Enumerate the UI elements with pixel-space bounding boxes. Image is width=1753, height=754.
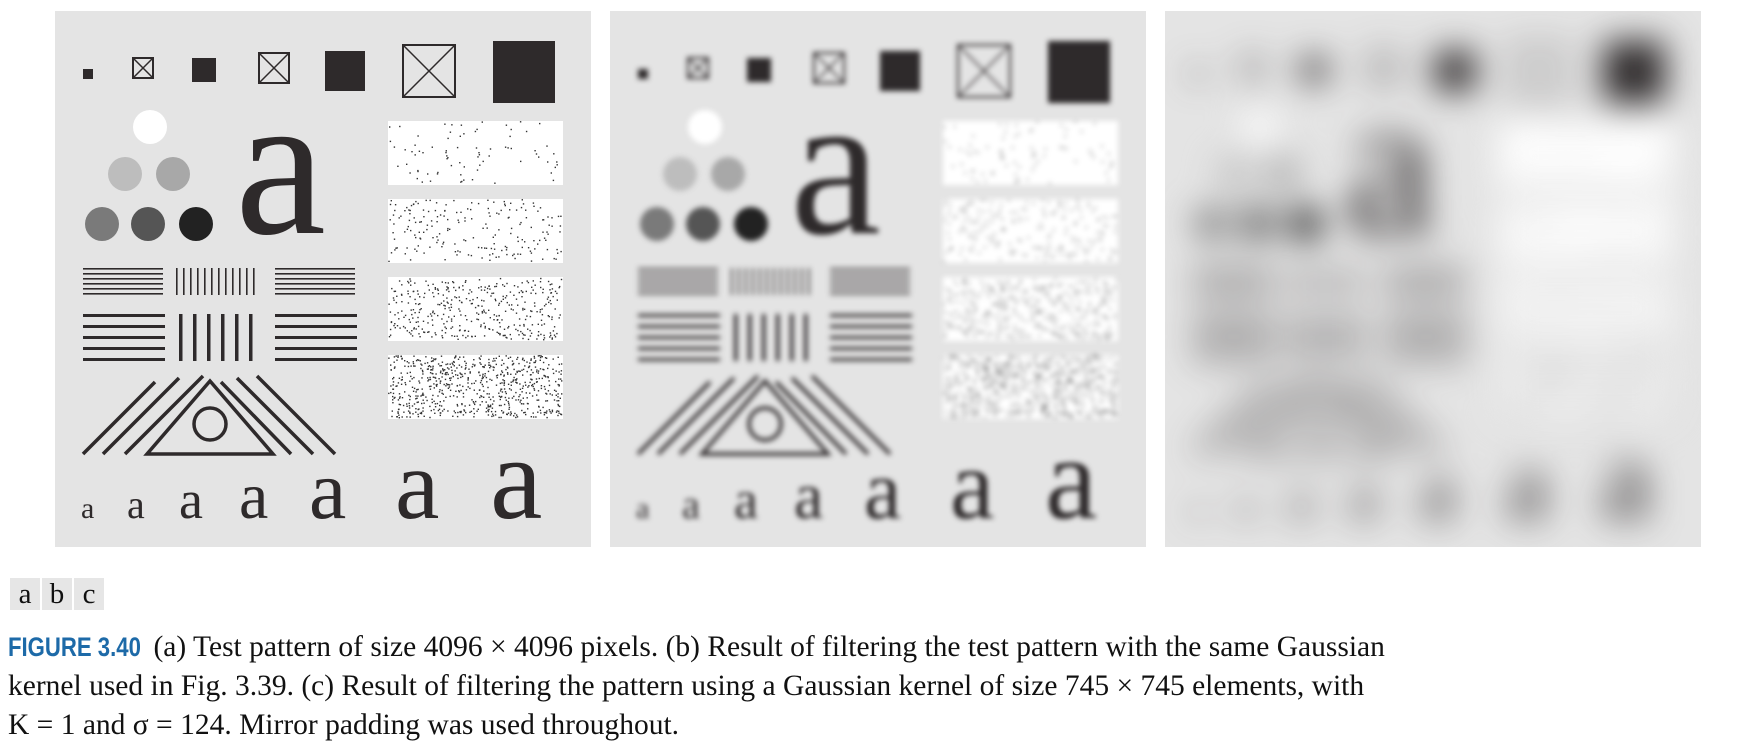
circle xyxy=(640,207,674,241)
solid-square xyxy=(1048,41,1110,103)
small-letter: a xyxy=(1419,444,1456,537)
small-letter: a xyxy=(179,470,203,530)
small-letter: a xyxy=(239,460,268,533)
circle xyxy=(688,110,722,144)
noise-rectangle xyxy=(1498,277,1673,341)
noise-rectangle xyxy=(1498,199,1673,263)
circle xyxy=(133,110,167,144)
circle xyxy=(1195,207,1229,241)
small-letter: a xyxy=(309,444,346,537)
small-letter: a xyxy=(1045,413,1097,544)
subfigure-label-b: b xyxy=(42,578,72,610)
noise-rectangle xyxy=(1498,121,1673,185)
small-letter: a xyxy=(127,482,145,527)
large-letter: a xyxy=(1345,51,1436,278)
small-letter: a xyxy=(682,482,700,527)
small-letter: a xyxy=(1237,482,1255,527)
subfigure-labels: a b c xyxy=(10,578,104,610)
solid-square xyxy=(1603,41,1665,103)
small-letter: a xyxy=(1349,460,1378,533)
circle xyxy=(663,157,697,191)
large-letter: a xyxy=(790,51,881,278)
circle xyxy=(686,207,720,241)
subfigure-label-c: c xyxy=(74,578,104,610)
caption-line-3: K = 1 and σ = 124. Mirror padding was us… xyxy=(8,709,679,741)
small-letter: a xyxy=(864,444,901,537)
circle xyxy=(179,207,213,241)
noise-rectangle xyxy=(943,277,1118,341)
subfigure-label-a: a xyxy=(10,578,40,610)
circle xyxy=(156,157,190,191)
large-letter: a xyxy=(235,51,326,278)
solid-square xyxy=(192,58,216,82)
circle xyxy=(131,207,165,241)
figure-label: FIGURE 3.40 xyxy=(8,628,141,667)
small-letter: a xyxy=(794,460,823,533)
caption-line-2: kernel used in Fig. 3.39. (c) Result of … xyxy=(8,670,1364,702)
figure-caption: FIGURE 3.40 (a) Test pattern of size 409… xyxy=(8,628,1753,745)
circle xyxy=(734,207,768,241)
solid-square xyxy=(880,51,920,91)
circle xyxy=(1241,207,1275,241)
solid-square xyxy=(638,69,648,79)
small-letter: a xyxy=(1505,429,1549,540)
caption-line-1: (a) Test pattern of size 4096 × 4096 pix… xyxy=(146,631,1385,663)
circle xyxy=(1289,207,1323,241)
solid-square xyxy=(493,41,555,103)
noise-rectangle xyxy=(943,199,1118,263)
circle xyxy=(108,157,142,191)
solid-square xyxy=(1302,58,1326,82)
noise-rectangle xyxy=(943,121,1118,185)
small-letter: a xyxy=(81,492,94,525)
noise-rectangle xyxy=(388,199,563,263)
small-letter: a xyxy=(950,429,994,540)
solid-square xyxy=(747,58,771,82)
small-letter: a xyxy=(395,429,439,540)
small-letter: a xyxy=(1191,492,1204,525)
circle xyxy=(1218,157,1252,191)
small-letter: a xyxy=(734,470,758,530)
solid-square xyxy=(83,69,93,79)
small-letter: a xyxy=(1600,413,1652,544)
circle xyxy=(1243,110,1277,144)
small-letter: a xyxy=(636,492,649,525)
circle xyxy=(1266,157,1300,191)
noise-rectangle xyxy=(388,121,563,185)
circle xyxy=(711,157,745,191)
noise-rectangle xyxy=(388,277,563,341)
circle xyxy=(85,207,119,241)
small-letter: a xyxy=(490,413,542,544)
solid-square xyxy=(1435,51,1475,91)
solid-square xyxy=(1193,69,1203,79)
solid-square xyxy=(325,51,365,91)
small-letter: a xyxy=(1289,470,1313,530)
